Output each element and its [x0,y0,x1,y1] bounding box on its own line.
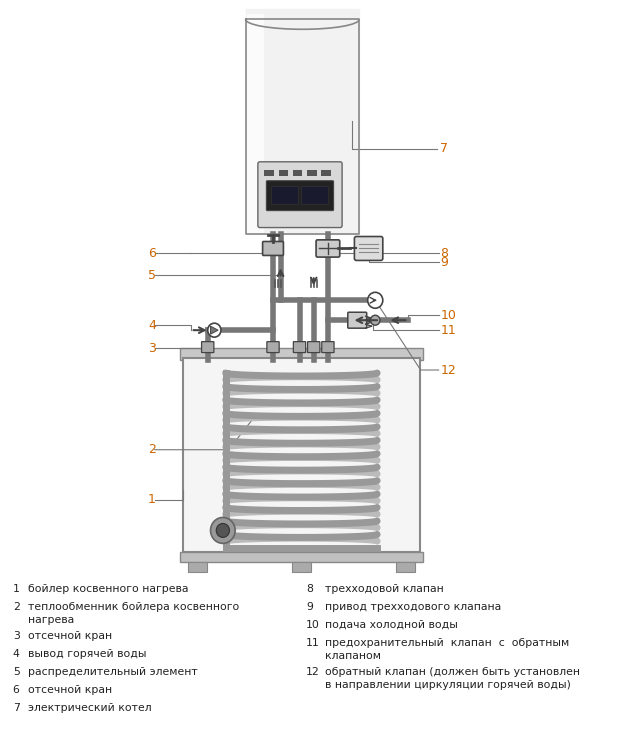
Text: 11: 11 [440,324,456,336]
FancyBboxPatch shape [293,342,305,352]
Text: подача холодной воды: подача холодной воды [325,620,458,630]
Bar [247,14,264,234]
Text: 12: 12 [306,667,320,677]
Circle shape [216,523,230,538]
Text: трехходовой клапан: трехходовой клапан [325,584,444,594]
Circle shape [211,517,235,544]
Bar [279,170,288,176]
Text: обратный клапан (должен быть установлен: обратный клапан (должен быть установлен [325,667,580,677]
Text: отсечной кран: отсечной кран [28,685,112,695]
Text: 1: 1 [13,584,20,594]
Text: 6: 6 [148,247,156,260]
Bar [180,552,423,562]
Polygon shape [211,326,218,334]
Text: 2: 2 [13,602,20,612]
Text: бойлер косвенного нагрева: бойлер косвенного нагрева [28,584,189,594]
FancyBboxPatch shape [201,342,214,352]
Text: 1: 1 [148,493,156,506]
Text: 8: 8 [440,247,449,260]
Text: 12: 12 [440,363,456,376]
Bar [183,358,420,552]
Bar [292,562,311,572]
Text: 8: 8 [306,584,313,594]
FancyBboxPatch shape [266,181,334,210]
Polygon shape [245,20,359,234]
Text: 2: 2 [148,443,156,456]
Bar [180,348,423,360]
Text: 5: 5 [148,269,156,282]
Bar [302,185,328,204]
FancyBboxPatch shape [307,342,320,352]
Circle shape [208,323,221,337]
Bar [396,562,415,572]
Text: клапаном: клапаном [325,651,381,661]
Bar [321,170,331,176]
Text: 7: 7 [13,703,20,713]
Text: нагрева: нагрева [28,615,74,625]
FancyBboxPatch shape [267,342,279,352]
FancyBboxPatch shape [258,161,342,228]
FancyBboxPatch shape [262,242,283,255]
Text: привод трехходового клапана: привод трехходового клапана [325,602,501,612]
Text: электрический котел: электрический котел [28,703,151,713]
Bar [264,170,274,176]
Text: вывод горячей воды: вывод горячей воды [28,649,146,659]
Text: теплообменник бойлера косвенного: теплообменник бойлера косвенного [28,602,239,612]
Text: распределительный элемент: распределительный элемент [28,667,198,677]
Text: 3: 3 [148,342,156,354]
FancyBboxPatch shape [355,237,383,261]
Bar [188,562,207,572]
Bar [293,170,302,176]
Text: 10: 10 [440,309,456,321]
Text: 4: 4 [13,649,20,659]
Text: 7: 7 [440,143,447,155]
Text: 11: 11 [306,638,320,648]
Bar [307,170,317,176]
FancyBboxPatch shape [322,342,334,352]
Circle shape [370,315,380,325]
Text: 9: 9 [440,256,449,269]
Text: 10: 10 [306,620,320,630]
FancyBboxPatch shape [348,312,367,328]
Text: 5: 5 [13,667,20,677]
Circle shape [368,292,383,308]
Text: в направлении циркуляции горячей воды): в направлении циркуляции горячей воды) [325,680,571,690]
Text: предохранительный  клапан  с  обратным: предохранительный клапан с обратным [325,638,569,648]
Text: 6: 6 [13,685,20,695]
Text: 3: 3 [13,631,20,641]
Text: отсечной кран: отсечной кран [28,631,112,641]
Text: 9: 9 [306,602,313,612]
FancyBboxPatch shape [316,240,339,257]
Bar [271,185,298,204]
Text: 4: 4 [148,318,156,332]
